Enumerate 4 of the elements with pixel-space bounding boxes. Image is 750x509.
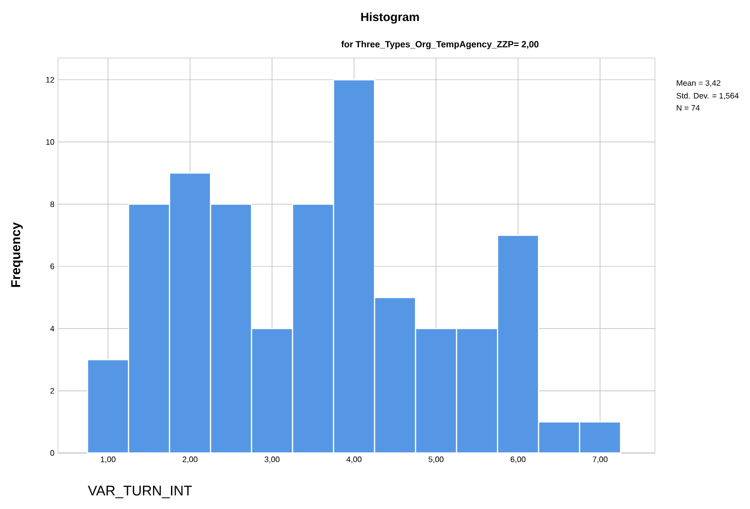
x-axis-title: VAR_TURN_INT [88,486,192,498]
chart-title: Histogram [361,12,419,24]
y-axis-title: Frequency [11,222,23,287]
chart-subtitle: for Three_Types_Org_TempAgency_ZZP= 2,00 [341,40,539,50]
